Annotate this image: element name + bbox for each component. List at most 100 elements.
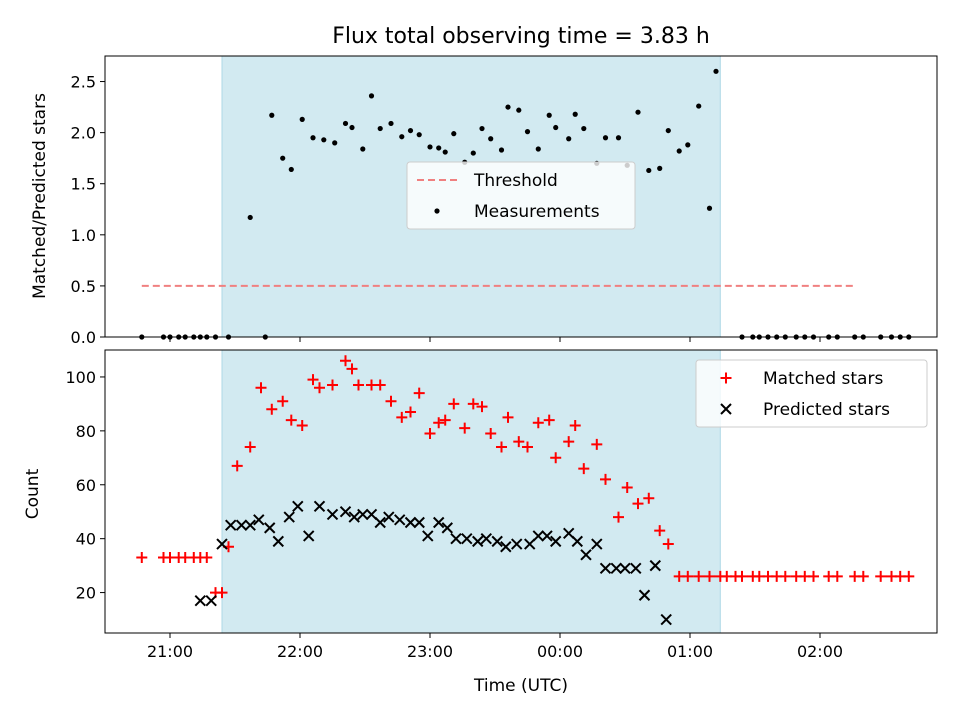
matched-star-point xyxy=(496,441,507,453)
measurement-point xyxy=(407,127,414,134)
measurement-point xyxy=(470,150,476,156)
matched-star-point xyxy=(543,414,555,426)
y-tick-label: 20 xyxy=(76,584,96,603)
predicted-star-point xyxy=(500,541,512,553)
predicted-star-point xyxy=(660,613,672,626)
predicted-star-point xyxy=(326,508,339,521)
measurement-point xyxy=(479,125,485,132)
axes-frame xyxy=(104,349,938,634)
predicted-star-point xyxy=(383,511,395,523)
measurement-point xyxy=(553,124,559,131)
predicted-star-point xyxy=(480,532,492,545)
predicted-star-point xyxy=(357,508,369,521)
matched-star-point xyxy=(513,436,525,448)
x-tick-label: 01:00 xyxy=(667,642,713,661)
legend-predicted-swatch xyxy=(720,403,732,415)
measurement-point xyxy=(706,205,713,211)
matched-star-point xyxy=(662,538,674,550)
matched-star-point xyxy=(353,379,364,391)
predicted-star-point xyxy=(433,516,445,529)
predicted-star-point xyxy=(441,522,453,534)
matched-star-point xyxy=(459,422,471,434)
predicted-star-point xyxy=(638,589,651,601)
matched-star-point xyxy=(632,498,644,510)
measurement-point xyxy=(280,155,286,161)
matched-star-point xyxy=(296,419,308,431)
x-tick-label: 23:00 xyxy=(407,642,453,661)
measurement-point xyxy=(299,116,305,122)
x-tick-label: 02:00 xyxy=(797,642,843,661)
matched-star-point xyxy=(266,403,278,415)
measurement-point xyxy=(696,103,702,109)
predicted-star-point xyxy=(205,594,217,607)
predicted-star-point xyxy=(313,500,326,513)
measurement-point xyxy=(427,144,433,150)
measurement-point xyxy=(516,107,522,113)
legend-threshold-label: Threshold xyxy=(473,171,558,191)
matched-star-point xyxy=(808,570,819,582)
matched-star-point xyxy=(340,355,351,367)
predicted-star-point xyxy=(630,562,642,575)
matched-star-point xyxy=(136,552,148,564)
measurement-point xyxy=(646,167,652,174)
legend-measurements-label: Measurements xyxy=(474,202,600,222)
matched-star-point xyxy=(550,452,562,464)
x-tick-label: 22:00 xyxy=(277,642,323,661)
measurement-point xyxy=(581,125,587,132)
measurement-point xyxy=(360,146,366,152)
y-tick-label: 1.0 xyxy=(71,226,96,245)
matched-star-point xyxy=(307,374,319,386)
matched-star-point xyxy=(693,570,705,582)
matched-star-point xyxy=(285,414,297,426)
measurement-point xyxy=(713,68,719,74)
matched-star-point xyxy=(779,570,791,582)
matched-star-point xyxy=(502,411,514,423)
matched-star-point xyxy=(578,463,590,475)
measurement-point xyxy=(524,129,531,135)
matched-star-point xyxy=(476,401,488,413)
measurement-point xyxy=(602,135,609,141)
matched-star-point xyxy=(600,473,611,485)
legend-matched-label: Matched stars xyxy=(763,369,883,389)
matched-star-point xyxy=(439,414,451,426)
matched-star-point xyxy=(448,398,460,410)
y-tick-label: 0.5 xyxy=(71,277,96,296)
predicted-star-point xyxy=(532,530,544,542)
predicted-star-point xyxy=(610,562,622,575)
predicted-star-point xyxy=(303,530,315,542)
top-y-axis-label: Matched/Predicted stars xyxy=(30,93,50,299)
top-panel: 0.0 0.5 1.0 1.5 2.0 2.5 Threshold Measurements xyxy=(71,55,938,347)
matched-star-point xyxy=(563,436,575,448)
predicted-star-point xyxy=(216,538,228,550)
measurement-point xyxy=(572,111,578,117)
measurement-point xyxy=(615,135,622,141)
predicted-star-point xyxy=(571,535,583,548)
measurement-point xyxy=(342,120,349,127)
y-tick-label: 60 xyxy=(76,476,96,495)
matched-star-point xyxy=(201,552,213,564)
predicted-star-point xyxy=(244,519,256,531)
predicted-star-point xyxy=(292,500,304,513)
predicted-star-point xyxy=(580,549,592,561)
predicted-star-point xyxy=(511,538,523,550)
measurement-point xyxy=(288,166,294,173)
matched-star-point xyxy=(433,417,445,429)
matched-star-point xyxy=(255,382,267,394)
measurement-point xyxy=(635,109,641,115)
chart-title: Flux total observing time = 3.83 h xyxy=(332,24,710,49)
predicted-star-point xyxy=(619,562,631,575)
measurement-point xyxy=(377,125,383,132)
measurement-point xyxy=(685,142,691,148)
predicted-star-point xyxy=(225,519,237,531)
predicted-star-point xyxy=(413,516,425,529)
measurement-point xyxy=(349,124,355,131)
predicted-star-point xyxy=(472,535,484,548)
measurement-point xyxy=(399,134,405,140)
matched-star-point xyxy=(569,419,581,431)
measurement-point xyxy=(535,146,541,152)
predicted-star-point xyxy=(649,559,661,572)
matched-star-point xyxy=(485,428,497,440)
y-tick-label: 80 xyxy=(76,422,96,441)
y-tick-label: 1.5 xyxy=(71,175,96,194)
